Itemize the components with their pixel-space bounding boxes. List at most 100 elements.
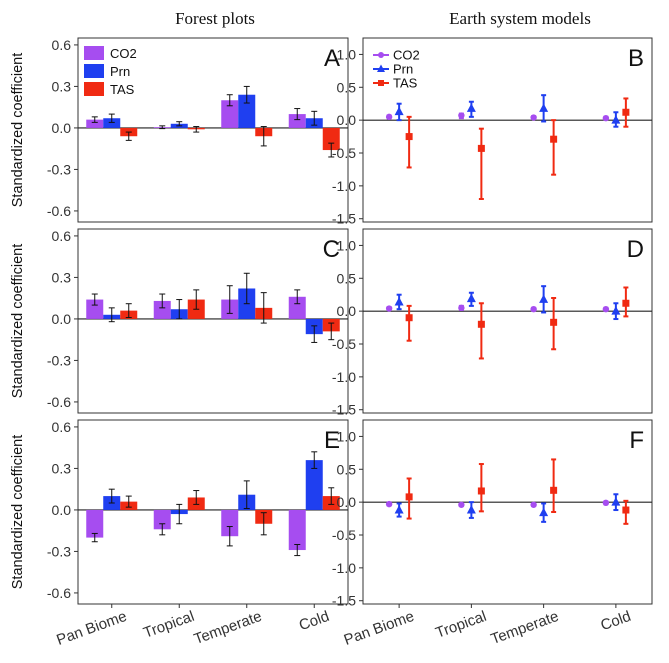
point-Prn-1 <box>466 293 476 303</box>
bar-CO2-1 <box>153 509 171 530</box>
point-CO2-3 <box>602 114 610 122</box>
x-category-label: Pan Biome <box>342 608 417 649</box>
point-TAS-3 <box>622 108 630 116</box>
point-TAS-2 <box>550 486 558 494</box>
bar-Prn-3 <box>305 460 323 510</box>
y-tick-label: -0.5 <box>332 336 356 352</box>
panels: -0.6 -0.3 0.0 0.3 0.6 Standardized coefficien… <box>10 37 653 649</box>
y-tick-label: -1.5 <box>332 402 356 418</box>
y-tick-label: 0.5 <box>337 79 357 95</box>
legend-marker-Prn <box>377 64 385 72</box>
x-category-label: Cold <box>297 608 332 635</box>
y-tick-label: 0.5 <box>337 461 357 477</box>
legend-label-CO2: CO2 <box>393 48 420 63</box>
legend-swatch-CO2 <box>84 46 104 60</box>
y-tick-label: 0.0 <box>52 120 72 136</box>
legend-swatch-TAS <box>84 82 104 96</box>
point-CO2-1 <box>458 112 465 119</box>
point-CO2-0 <box>385 500 393 508</box>
x-category-label: Temperate <box>192 608 264 648</box>
y-axis-label: Standardized coefficient <box>10 435 26 590</box>
panel-letter: A <box>324 45 340 72</box>
panel-letter: B <box>628 45 644 72</box>
panel-frame <box>362 419 653 605</box>
y-axis-label: Standardized coefficient <box>10 53 26 208</box>
y-axis-label: Standardized coefficient <box>10 244 26 399</box>
point-Prn-2 <box>539 507 549 517</box>
point-CO2-1 <box>458 501 465 508</box>
bar-CO2-2 <box>221 509 239 537</box>
y-tick-label: -1.5 <box>332 211 356 227</box>
panel-F: -1.5 -1.0 -0.5 0.0 0.5 1.0 F Pan Biome Tropical T… <box>332 419 653 649</box>
y-tick-label: 0.6 <box>52 228 72 244</box>
legend-swatch-Prn <box>84 64 104 78</box>
legend-label-Prn: Prn <box>110 64 130 79</box>
point-CO2-3 <box>602 499 610 506</box>
y-tick-label: -0.3 <box>47 543 71 559</box>
legend-label-TAS: TAS <box>110 82 135 97</box>
y-tick-label: 0.0 <box>52 311 72 327</box>
point-TAS-1 <box>477 487 485 495</box>
y-tick-label: 0.6 <box>52 37 72 53</box>
point-Prn-0 <box>394 296 404 306</box>
point-CO2-1 <box>458 304 465 312</box>
point-TAS-2 <box>550 318 558 326</box>
y-tick-label: 0.0 <box>52 502 72 518</box>
y-tick-label: 1.0 <box>337 46 357 62</box>
legend-marker-TAS <box>378 80 384 86</box>
y-tick-label: -1.5 <box>332 593 356 609</box>
y-tick-label: -0.5 <box>332 145 356 161</box>
point-Prn-2 <box>539 294 549 303</box>
bar-CO2-1 <box>153 300 171 319</box>
y-tick-label: 0.3 <box>52 78 72 94</box>
y-tick-label: 0.0 <box>337 494 357 510</box>
column-title-right: Earth system models <box>449 9 591 28</box>
x-category-label: Pan Biome <box>54 608 129 649</box>
y-tick-label: -1.0 <box>332 560 356 576</box>
y-tick-label: 0.0 <box>337 112 357 128</box>
panel-letter: C <box>323 236 340 263</box>
x-category-label: Tropical <box>433 608 488 642</box>
y-tick-label: -1.0 <box>332 178 356 194</box>
bar-CO2-0 <box>86 299 104 319</box>
point-TAS-1 <box>477 320 485 328</box>
y-tick-label: 0.3 <box>52 460 72 476</box>
point-Prn-3 <box>611 306 621 315</box>
point-CO2-0 <box>385 113 393 121</box>
x-category-label: Temperate <box>489 608 561 648</box>
legend-marker-CO2 <box>378 52 384 58</box>
panel-frame <box>362 37 653 223</box>
point-TAS-0 <box>405 493 413 501</box>
point-Prn-3 <box>611 115 621 124</box>
point-TAS-3 <box>622 299 630 307</box>
panel-frame <box>77 228 349 414</box>
bar-CO2-3 <box>288 509 306 551</box>
point-CO2-2 <box>530 305 537 313</box>
bar-CO2-2 <box>221 100 239 128</box>
panel-letter: D <box>627 236 644 263</box>
x-category-label: Tropical <box>141 608 196 642</box>
bar-Prn-0 <box>103 118 121 128</box>
legend-label-TAS: TAS <box>393 76 418 91</box>
y-tick-label: 0.3 <box>52 269 72 285</box>
point-Prn-0 <box>394 505 404 514</box>
point-CO2-2 <box>530 114 537 121</box>
bar-CO2-0 <box>86 119 104 128</box>
panel-frame <box>362 228 653 414</box>
point-Prn-0 <box>394 106 404 116</box>
x-category-label: Cold <box>598 608 633 635</box>
point-TAS-0 <box>405 314 413 322</box>
point-TAS-0 <box>405 133 413 141</box>
y-tick-label: 1.0 <box>337 428 357 444</box>
bar-CO2-3 <box>288 296 306 319</box>
bar-TAS-3 <box>322 127 340 151</box>
point-Prn-2 <box>539 103 549 112</box>
panel-frame <box>77 37 349 223</box>
y-tick-label: -0.6 <box>47 203 71 219</box>
y-tick-label: -0.5 <box>332 527 356 543</box>
point-Prn-1 <box>466 505 476 514</box>
panel-frame <box>77 419 349 605</box>
y-tick-label: 0.5 <box>337 270 357 286</box>
y-tick-label: -0.6 <box>47 585 71 601</box>
